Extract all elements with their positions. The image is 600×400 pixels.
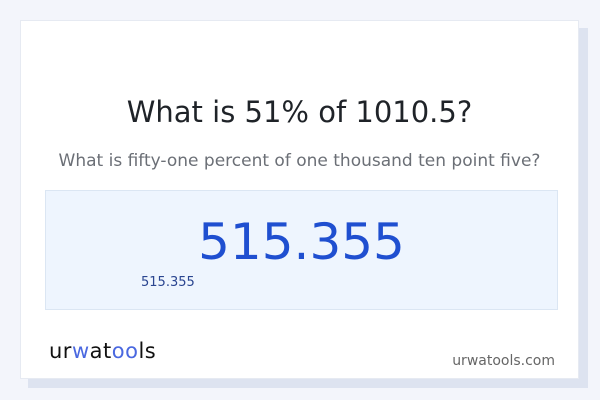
logo-text: oo: [111, 339, 139, 363]
logo-text: w: [71, 339, 90, 363]
logo-text: ur: [49, 339, 72, 363]
page-subtitle: What is fifty-one percent of one thousan…: [58, 151, 541, 171]
answer-box: 515.355 515.355: [45, 190, 558, 310]
result-card: What is 51% of 1010.5? What is fifty-one…: [20, 20, 579, 379]
answer-secondary: 515.355: [141, 275, 195, 290]
logo-text: ls: [138, 339, 157, 363]
answer-value: 515.355: [198, 213, 405, 271]
site-domain: urwatools.com: [452, 353, 555, 369]
page-title: What is 51% of 1010.5?: [126, 95, 473, 129]
urwatools-logo: urwatools: [49, 339, 156, 363]
logo-text: at: [89, 339, 112, 363]
